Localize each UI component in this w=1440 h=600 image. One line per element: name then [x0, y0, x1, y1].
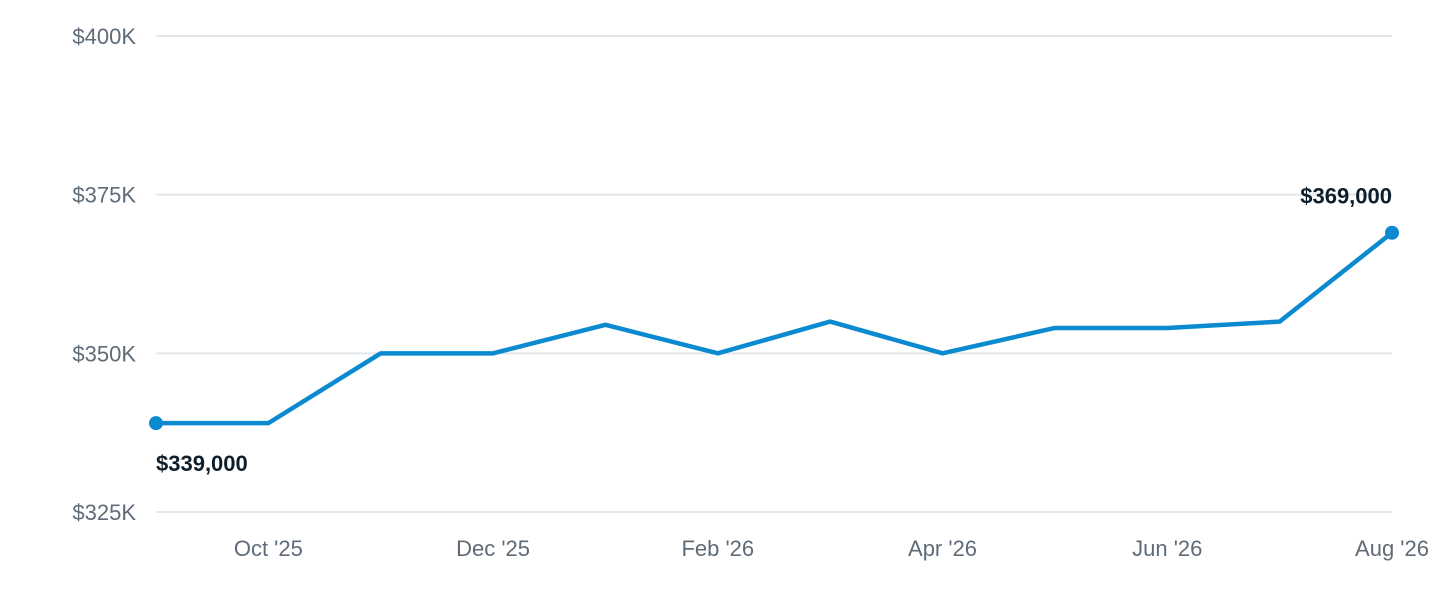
- x-tick-label: Oct '25: [234, 536, 303, 561]
- x-tick-label: Jun '26: [1132, 536, 1202, 561]
- start-value-label: $339,000: [156, 451, 248, 476]
- y-tick-label: $350K: [72, 341, 136, 366]
- start-point-marker: [149, 416, 163, 431]
- y-tick-label: $325K: [72, 500, 136, 525]
- end-value-label: $369,000: [1300, 184, 1392, 209]
- y-axis: $325K $350K $375K $400K: [72, 24, 136, 525]
- series-line: [153, 230, 1395, 426]
- series-layer: [149, 225, 1399, 431]
- annotation-layer: $339,000 $369,000: [156, 184, 1392, 476]
- x-tick-label: Aug '26: [1355, 536, 1429, 561]
- x-tick-label: Dec '25: [456, 536, 530, 561]
- y-tick-label: $400K: [72, 24, 136, 49]
- end-point-marker: [1385, 225, 1399, 240]
- x-axis: Oct '25 Dec '25 Feb '26 Apr '26 Jun '26 Aug '…: [234, 536, 1429, 561]
- y-tick-label: $375K: [72, 183, 136, 208]
- x-tick-label: Apr '26: [908, 536, 977, 561]
- grid-layer: [156, 35, 1392, 513]
- x-tick-label: Feb '26: [681, 536, 754, 561]
